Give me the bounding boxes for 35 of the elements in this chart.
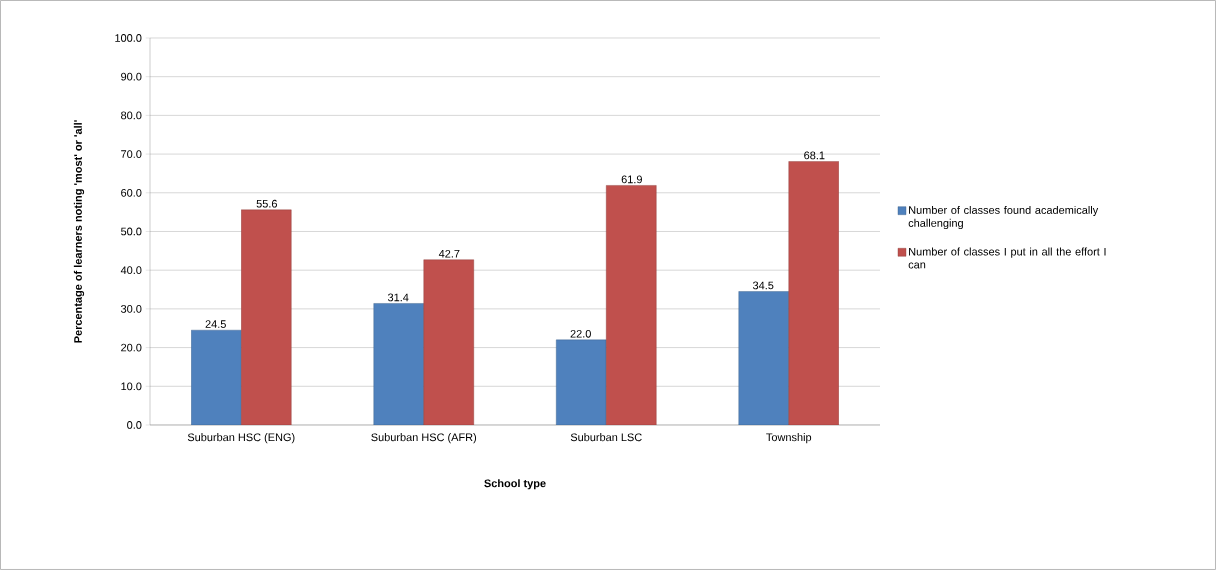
x-tick-label: Suburban LSC	[570, 433, 642, 442]
data-label: 42.7	[438, 249, 460, 258]
y-tick-label: 50.0	[121, 227, 142, 236]
bar	[241, 209, 292, 425]
data-label: 34.5	[752, 281, 774, 290]
y-axis-title: Percentage of learners noting 'most' or 'all'	[73, 120, 85, 343]
data-label: 68.1	[804, 151, 825, 160]
x-axis-title: School type	[484, 479, 546, 490]
data-label: 24.5	[205, 320, 226, 328]
y-tick-label: 70.0	[121, 150, 142, 158]
bar	[738, 291, 789, 425]
data-label: 55.6	[256, 199, 277, 208]
bar	[373, 303, 424, 425]
x-tick-label: Suburban HSC (AFR)	[371, 433, 477, 444]
bar	[556, 339, 607, 425]
data-label: 22.0	[570, 329, 591, 338]
legend-label: Number of classes I put in all the effort I can	[908, 247, 1106, 269]
y-tick-label: 100.0	[115, 34, 142, 42]
x-tick-label: Township	[766, 433, 812, 444]
y-tick-label: 30.0	[121, 305, 142, 313]
bar	[606, 185, 657, 425]
bar	[191, 329, 242, 425]
y-tick-label: 0.0	[127, 421, 142, 429]
y-tick-label: 90.0	[121, 72, 142, 81]
bar	[788, 161, 839, 425]
data-label: 61.9	[621, 175, 642, 184]
y-tick-label: 60.0	[121, 188, 142, 197]
x-tick-label: Suburban HSC (ENG)	[187, 433, 295, 444]
y-tick-label: 40.0	[120, 266, 142, 275]
y-tick-label: 10.0	[121, 382, 142, 391]
y-tick-label: 20.0	[121, 343, 142, 352]
legend-label: Number of classes found academically challenging	[908, 205, 1099, 230]
y-tick-label: 80.0	[121, 111, 142, 120]
bar	[423, 259, 474, 425]
data-label: 31.4	[387, 293, 409, 302]
